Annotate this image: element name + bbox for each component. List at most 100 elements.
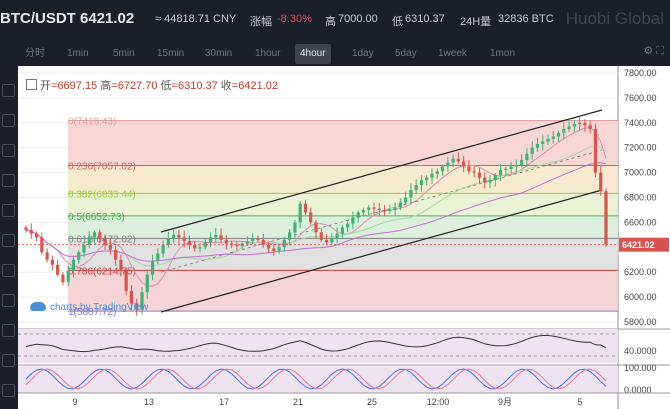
candle-body[interactable] (245, 241, 250, 244)
candle-body[interactable] (593, 129, 598, 173)
candle-body[interactable] (124, 270, 128, 291)
candle-body[interactable] (330, 238, 334, 243)
candle-body[interactable] (214, 234, 218, 238)
candle-body[interactable] (567, 126, 571, 130)
candle-body[interactable] (29, 229, 33, 234)
lock-tool-icon[interactable] (2, 324, 15, 337)
candle-body[interactable] (440, 166, 445, 172)
candle-body[interactable] (472, 171, 476, 173)
candle-body[interactable] (372, 207, 376, 209)
candle-body[interactable] (309, 212, 313, 223)
candle-body[interactable] (414, 185, 418, 191)
candle-body[interactable] (230, 243, 234, 245)
candle-body[interactable] (388, 209, 392, 212)
fib-tool-icon[interactable] (2, 144, 15, 157)
tab-5day[interactable]: 5day (395, 48, 417, 59)
candle-body[interactable] (129, 290, 134, 304)
candle-body[interactable] (156, 253, 160, 262)
candle-body[interactable] (56, 264, 60, 275)
candle-body[interactable] (477, 172, 482, 178)
candle-body[interactable] (451, 158, 455, 163)
candle-body[interactable] (272, 248, 276, 252)
tab-1mon[interactable]: 1mon (490, 48, 516, 59)
candle-body[interactable] (219, 234, 223, 240)
candle-body[interactable] (87, 237, 91, 245)
candle-body[interactable] (335, 233, 339, 239)
trendline-tool-icon[interactable] (2, 114, 15, 127)
candle-body[interactable] (393, 207, 397, 210)
text-tool-icon[interactable] (2, 204, 15, 217)
candle-body[interactable] (293, 222, 297, 233)
channel-lower-line[interactable] (160, 189, 603, 313)
candle-body[interactable] (114, 249, 118, 260)
candle-body[interactable] (340, 227, 344, 234)
candle-body[interactable] (419, 180, 424, 186)
candle-body[interactable] (430, 173, 434, 178)
candle-body[interactable] (177, 234, 181, 238)
tab-4hour[interactable]: 4hour (295, 44, 331, 64)
tab-15min[interactable]: 15min (157, 48, 185, 59)
candle-body[interactable] (161, 244, 165, 254)
tab-time[interactable]: 分时 (25, 48, 45, 59)
candle-body[interactable] (525, 153, 529, 161)
candle-body[interactable] (193, 244, 197, 249)
candle-body[interactable] (324, 239, 329, 243)
candle-body[interactable] (409, 190, 413, 198)
candle-body[interactable] (24, 227, 28, 230)
candle-body[interactable] (556, 132, 561, 137)
tab-30min[interactable]: 30min (205, 48, 233, 59)
candle-body[interactable] (572, 124, 576, 127)
candle-body[interactable] (266, 244, 271, 249)
candle-body[interactable] (34, 233, 39, 238)
candle-body[interactable] (483, 177, 487, 183)
candle-body[interactable] (404, 197, 408, 203)
candle-body[interactable] (319, 232, 323, 240)
settings-icon[interactable]: ⚙ (643, 45, 654, 57)
candle-body[interactable] (488, 180, 492, 183)
candle-body[interactable] (578, 122, 582, 125)
candle-body[interactable] (583, 122, 587, 126)
candle-body[interactable] (277, 247, 281, 252)
fullscreen-icon[interactable]: ⛶ (656, 45, 664, 57)
candle-body[interactable] (140, 292, 144, 310)
candle-body[interactable] (135, 303, 139, 310)
crosshair-tool-icon[interactable] (2, 84, 15, 97)
tab-1hour[interactable]: 1hour (255, 48, 281, 59)
candle-body[interactable] (467, 166, 471, 172)
tab-5min[interactable]: 5min (113, 48, 135, 59)
zoom-tool-icon[interactable] (2, 264, 15, 277)
candle-body[interactable] (166, 238, 170, 245)
candle-body[interactable] (398, 202, 402, 208)
price-chart[interactable]: 0(7418.43) 0.236(7057.02) 0.382(6833.44) 0.… (18, 66, 670, 409)
candle-body[interactable] (235, 244, 239, 247)
candle-body[interactable] (261, 239, 265, 245)
candle-body[interactable] (282, 239, 286, 248)
tab-1min[interactable]: 1min (67, 48, 89, 59)
candle-body[interactable] (45, 252, 49, 260)
candle-body[interactable] (40, 237, 44, 253)
candle-body[interactable] (462, 161, 466, 167)
channel-upper-line[interactable] (160, 109, 603, 233)
candle-body[interactable] (514, 165, 518, 167)
candle-body[interactable] (314, 222, 318, 233)
candle-body[interactable] (203, 242, 207, 248)
candle-body[interactable] (551, 136, 555, 139)
candle-body[interactable] (562, 129, 566, 133)
candle-body[interactable] (61, 274, 65, 283)
candle-body[interactable] (493, 175, 497, 181)
candle-body[interactable] (251, 238, 255, 242)
pair-name[interactable]: BTC/USDT (0, 10, 76, 27)
candle-body[interactable] (425, 177, 429, 181)
candle-body[interactable] (446, 162, 450, 167)
candle-body[interactable] (377, 208, 381, 210)
candle-body[interactable] (66, 270, 70, 283)
candle-body[interactable] (546, 138, 550, 142)
eye-tool-icon[interactable] (2, 354, 15, 367)
candle-body[interactable] (71, 259, 76, 271)
candle-body[interactable] (361, 209, 366, 213)
candle-body[interactable] (172, 234, 176, 239)
candle-body[interactable] (530, 147, 534, 154)
candle-body[interactable] (509, 166, 513, 169)
candle-body[interactable] (604, 191, 608, 245)
candle-body[interactable] (298, 203, 302, 223)
